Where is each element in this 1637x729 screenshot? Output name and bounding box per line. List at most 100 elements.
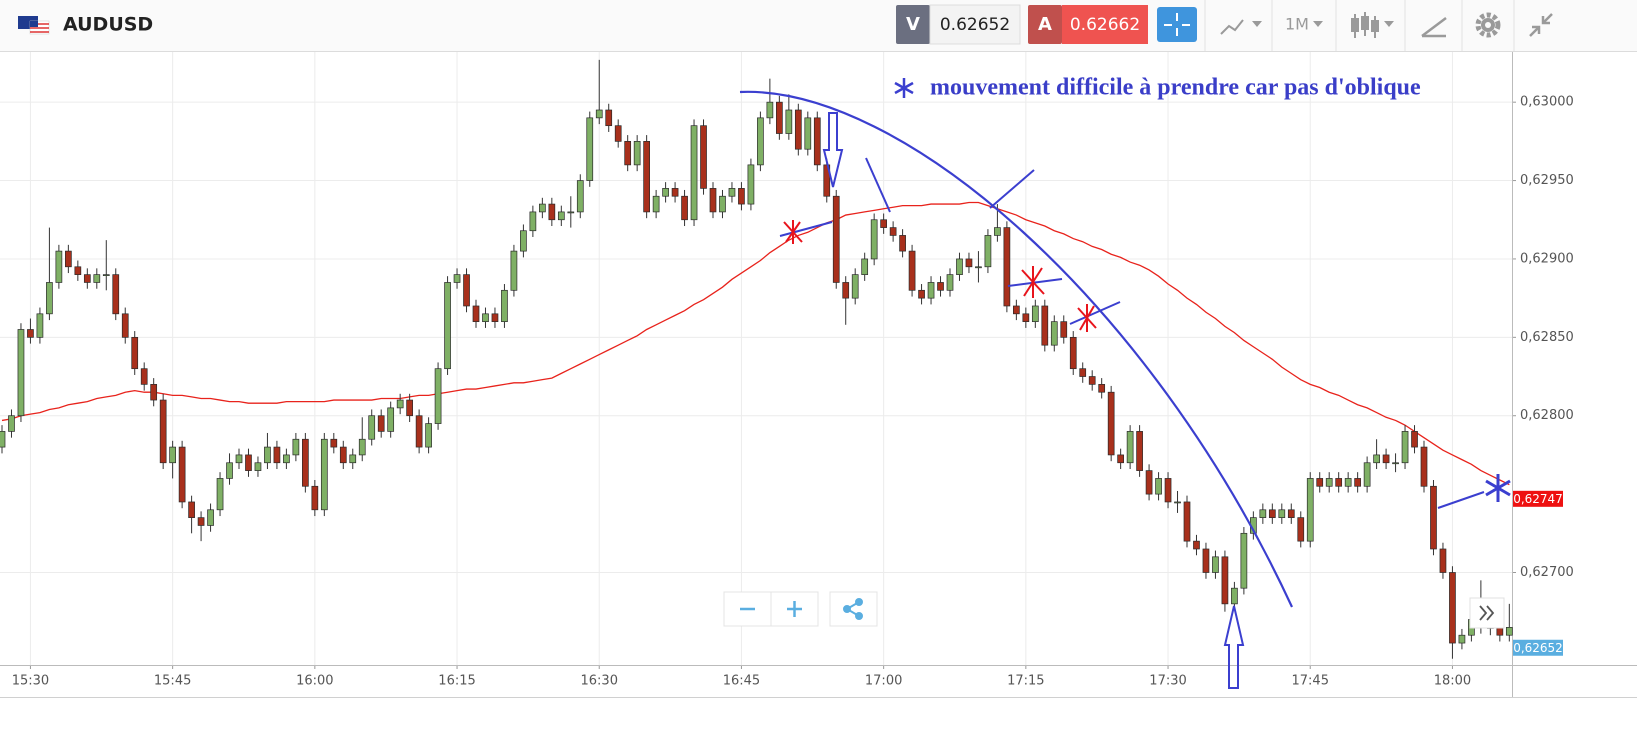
candle-body <box>17 329 25 417</box>
y-tick-label: 0,62900 <box>1520 251 1574 266</box>
candle-body <box>719 195 726 213</box>
candle-body <box>472 305 480 323</box>
candle-body <box>235 454 243 464</box>
draw-icon[interactable] <box>1421 17 1447 38</box>
candle-body <box>320 438 328 511</box>
candle-body <box>150 384 158 401</box>
ask-box[interactable] <box>1062 5 1148 44</box>
candle-body <box>491 313 499 323</box>
candle-body <box>159 399 167 464</box>
candle-body <box>994 227 1001 236</box>
scroll-end-icon <box>1479 605 1495 621</box>
candle-body <box>396 399 404 409</box>
candle-body <box>1212 556 1219 573</box>
candle-body <box>1174 501 1181 504</box>
plot-area: 0,62700 0,62800 0,62850 0,62900 0,62950 0,630… <box>0 52 1637 698</box>
drawn-line <box>865 157 891 213</box>
candle-body <box>112 274 120 315</box>
ask-badge[interactable] <box>1028 5 1062 44</box>
bid-letter[interactable]: V <box>906 14 920 35</box>
candle-body <box>861 258 869 275</box>
y-tick-label: 0,63000 <box>1520 95 1574 110</box>
candle-body <box>1306 478 1314 542</box>
candle-body <box>1449 572 1456 644</box>
candle-body <box>1050 321 1058 346</box>
candle-body <box>311 485 319 511</box>
candle-body <box>1145 470 1153 495</box>
price-tag-label: 0,62652 <box>1513 641 1563 655</box>
candle-body <box>1069 336 1077 370</box>
candle-body <box>65 250 72 268</box>
candle-body <box>1458 634 1466 644</box>
candle-body <box>482 313 489 323</box>
candle-body <box>264 446 271 464</box>
candle-body <box>8 415 15 432</box>
crosshair-button[interactable] <box>1157 7 1197 42</box>
candle-body <box>1221 556 1229 605</box>
candle-body <box>633 141 641 166</box>
candle-body <box>757 117 764 166</box>
header-bar <box>0 0 1637 51</box>
x-tick-label: 17:00 <box>865 674 902 689</box>
candle-body <box>529 211 537 232</box>
candle-body <box>1335 478 1343 487</box>
chart-type-icon[interactable] <box>1220 19 1262 35</box>
candle-body <box>273 446 281 464</box>
candle-body <box>1505 627 1513 636</box>
bid-box[interactable] <box>929 4 1021 45</box>
x-tick-label: 17:30 <box>1149 674 1186 689</box>
candle-body <box>662 188 669 197</box>
candle-body <box>804 117 812 150</box>
candle-body <box>937 282 944 291</box>
crosshair-icon <box>1164 13 1190 36</box>
candle-body <box>595 109 603 119</box>
drawn-line <box>1007 278 1063 287</box>
candle-body <box>463 274 470 307</box>
candle-body <box>1392 462 1399 465</box>
share-button[interactable] <box>829 591 878 627</box>
bid-price[interactable]: 0.62652 <box>940 15 1010 35</box>
candle-body <box>643 141 650 213</box>
y-tick-label: 0,62850 <box>1520 330 1574 345</box>
candle-body <box>1363 462 1371 487</box>
candle-body <box>1373 454 1380 464</box>
candle-body <box>207 509 214 526</box>
candle-body <box>74 266 82 275</box>
candle-body <box>188 501 195 518</box>
candle-body <box>557 211 565 221</box>
candle-body <box>102 274 110 276</box>
candle-body <box>216 478 224 511</box>
candle-body <box>1117 454 1124 464</box>
candle-body <box>0 431 6 448</box>
timeframe[interactable]: 1M <box>1285 15 1309 34</box>
flag-icon <box>18 16 50 35</box>
bid-badge[interactable] <box>896 5 930 44</box>
candle-body <box>169 446 176 464</box>
candle-body <box>576 180 584 213</box>
candle-body <box>292 438 300 456</box>
candle-body <box>918 289 925 299</box>
x-tick-label: 16:15 <box>438 674 475 689</box>
settings-icon[interactable] <box>1475 12 1501 38</box>
candle-body <box>197 517 205 526</box>
candle-body <box>946 274 954 291</box>
candle-body <box>624 141 632 166</box>
ask-letter[interactable]: A <box>1038 14 1052 35</box>
candle-body <box>121 313 129 338</box>
candle-body <box>368 415 376 440</box>
zoom-controls <box>723 591 1505 629</box>
x-tick-label: 17:15 <box>1007 674 1044 689</box>
annotation: mouvement difficile à prendre car pas d'… <box>930 75 1421 101</box>
x-tick-label: 15:30 <box>12 674 49 689</box>
header: AUDUSD V 0.62652 A 0.62662 1M <box>0 0 1637 52</box>
candle-body <box>785 109 793 134</box>
indicator-icon[interactable] <box>1351 12 1394 38</box>
candle-body <box>690 125 698 221</box>
x-tick-label: 17:45 <box>1292 674 1329 689</box>
candle-body <box>567 211 575 214</box>
collapse-icon[interactable] <box>1529 13 1553 37</box>
price-tag <box>1513 639 1563 656</box>
symbol[interactable]: AUDUSD <box>63 14 153 36</box>
ask-price[interactable]: 0.62662 <box>1070 15 1140 35</box>
